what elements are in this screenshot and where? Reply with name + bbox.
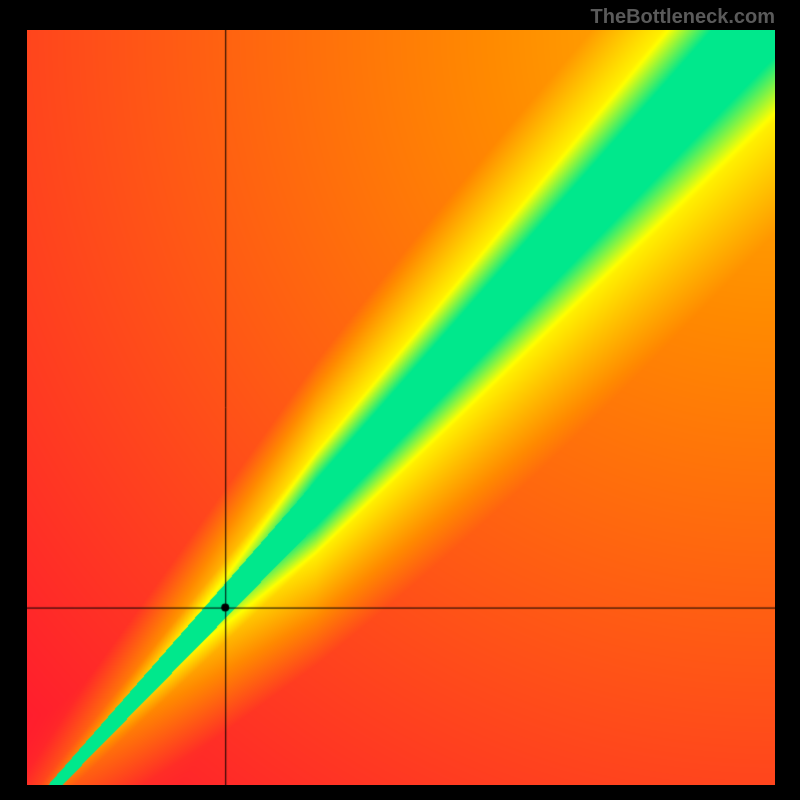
chart-container: { "watermark": "TheBottleneck.com", "hea… bbox=[0, 0, 800, 800]
bottleneck-heatmap bbox=[27, 30, 775, 785]
watermark-text: TheBottleneck.com bbox=[591, 6, 775, 29]
